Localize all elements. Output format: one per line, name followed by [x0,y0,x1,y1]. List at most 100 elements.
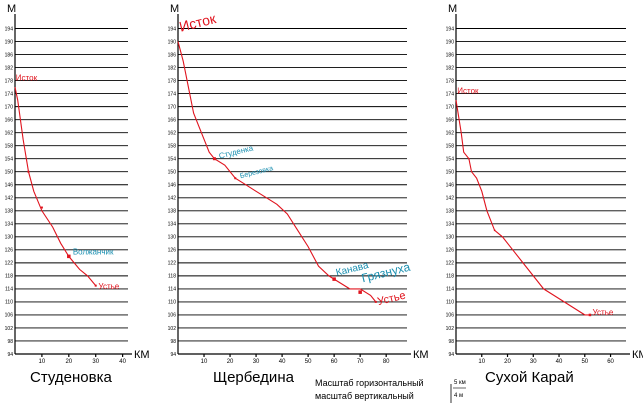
confluence-marker [358,290,362,294]
y-tick-label: 154 [5,157,14,163]
confluence-marker [374,300,377,303]
y-tick-label: 154 [168,157,177,163]
y-unit-label: М [7,3,16,15]
profile-panel-3: 94 98 102 106 110 114 118 122 126 130 134 138 142 146… [446,3,643,386]
profile-annotation: Устье [98,282,119,291]
scale-vertical-value: 4 м [454,393,463,399]
x-tick-label: 40 [556,359,563,365]
profile-panel-1: 94 98 102 106 110 114 118 122 126 130 134 138 142 146… [5,3,150,386]
profile-annotation: Исток [177,10,218,35]
y-tick-label: 138 [446,209,455,215]
x-unit-label: КМ [134,349,150,361]
profile-annotation: Исток [16,74,38,83]
y-tick-label: 182 [446,65,455,71]
y-tick-label: 186 [5,52,14,58]
y-tick-label: 94 [448,352,454,358]
confluence-marker [332,277,336,281]
y-tick-label: 146 [446,183,455,189]
y-tick-label: 94 [7,352,13,358]
y-tick-label: 162 [446,130,455,136]
y-tick-label: 130 [5,235,14,241]
y-tick-label: 134 [168,222,177,228]
y-tick-label: 146 [5,183,14,189]
y-tick-label: 138 [168,209,177,215]
y-tick-label: 138 [5,209,14,215]
x-unit-label: КМ [632,349,643,361]
y-tick-label: 182 [5,65,14,71]
y-tick-label: 190 [5,39,14,45]
profile-panel-2: 94 98 102 106 110 114 118 122 126 130 134 138 142 146… [168,3,429,386]
y-tick-label: 166 [446,117,455,123]
profile-annotation: Устье [593,308,614,317]
y-tick-label: 194 [168,26,177,32]
y-tick-label: 118 [446,274,454,280]
confluence-marker [27,170,30,173]
y-tick-label: 194 [446,26,455,32]
profile-annotation: Устье [376,290,407,309]
y-tick-label: 170 [168,104,177,110]
x-unit-label: КМ [413,349,429,361]
x-tick-label: 10 [39,359,46,365]
y-tick-label: 114 [168,287,176,293]
river-title: Щербедина [213,369,295,386]
profile-annotation: Волжанчик [73,248,114,257]
y-tick-label: 114 [446,287,454,293]
y-tick-label: 166 [5,117,14,123]
x-tick-label: 30 [253,359,260,365]
y-tick-label: 178 [168,78,177,84]
x-tick-label: 50 [581,359,588,365]
x-tick-label: 20 [504,359,511,365]
y-tick-label: 190 [168,39,177,45]
y-tick-label: 102 [5,326,14,332]
y-tick-label: 98 [448,339,454,345]
y-unit-label: М [448,3,457,15]
y-tick-label: 142 [168,196,177,202]
y-tick-label: 130 [446,235,455,241]
y-tick-label: 182 [168,65,177,71]
y-tick-label: 150 [168,170,177,176]
y-tick-label: 122 [446,261,455,267]
scale-vertical-label: масштаб вертикальный [315,391,414,401]
y-tick-label: 162 [5,130,14,136]
y-tick-label: 158 [5,143,14,149]
y-tick-label: 134 [5,222,14,228]
y-tick-label: 150 [5,170,14,176]
confluence-marker [67,254,71,259]
confluence-marker [588,313,592,317]
y-tick-label: 118 [5,274,13,280]
river-profile-line [14,86,97,286]
x-tick-label: 20 [227,359,234,365]
y-tick-label: 174 [446,91,455,97]
profile-panels: 94 98 102 106 110 114 118 122 126 130 134 138 142 146… [5,3,643,386]
x-tick-label: 20 [65,359,72,365]
y-tick-label: 134 [446,222,455,228]
y-tick-label: 126 [168,248,177,254]
confluence-marker [40,206,43,209]
x-tick-label: 30 [92,359,99,365]
confluence-marker [493,229,496,232]
y-tick-label: 126 [5,248,14,254]
river-profile-line [177,41,377,303]
y-unit-label: М [170,3,179,15]
scale-horizontal-label: Масштаб горизонтальный [315,378,424,388]
y-tick-label: 174 [5,91,14,97]
y-tick-label: 158 [168,143,177,149]
y-tick-label: 170 [5,104,14,110]
y-tick-label: 150 [446,170,455,176]
y-tick-label: 170 [446,104,455,110]
confluence-marker [94,284,97,287]
x-tick-label: 30 [530,359,537,365]
y-tick-label: 106 [446,313,455,319]
y-tick-label: 94 [170,352,176,358]
y-tick-label: 110 [168,300,176,306]
confluence-marker [212,157,216,161]
y-tick-label: 122 [5,261,14,267]
y-tick-label: 118 [168,274,176,280]
y-tick-label: 166 [168,117,177,123]
y-tick-label: 186 [446,52,455,58]
x-tick-label: 70 [357,359,364,365]
x-tick-label: 10 [201,359,208,365]
scale-legend: Масштаб горизонтальный масштаб вертикаль… [315,378,466,403]
x-tick-label: 60 [607,359,614,365]
